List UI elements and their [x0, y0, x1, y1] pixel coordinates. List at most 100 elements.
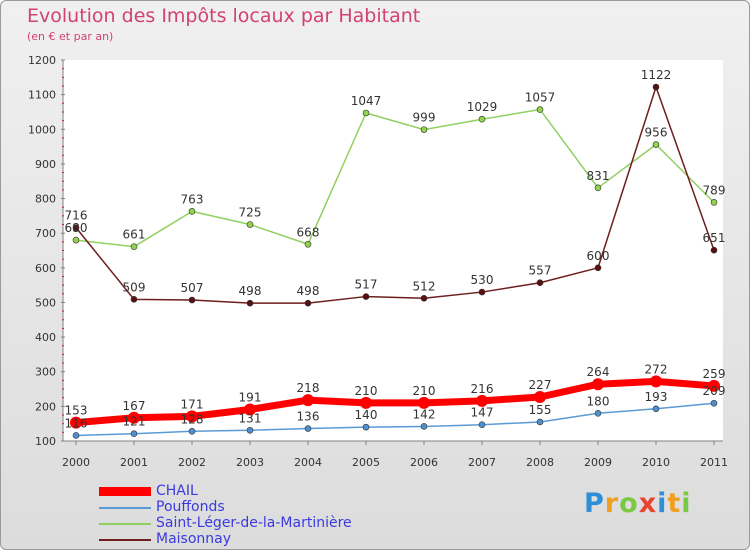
- legend-item: Pouffonds: [99, 500, 419, 516]
- x-tick-label: 2000: [62, 456, 90, 469]
- data-point: [304, 299, 312, 307]
- data-label: 147: [471, 406, 494, 420]
- data-point: [710, 399, 718, 407]
- data-point: [710, 246, 718, 254]
- data-label: 216: [471, 382, 494, 396]
- data-label: 668: [297, 225, 320, 239]
- logo-letter: o: [619, 488, 639, 519]
- data-label: 227: [529, 378, 552, 392]
- x-tick-label: 2011: [700, 456, 728, 469]
- x-tick-label: 2003: [236, 456, 264, 469]
- data-point: [188, 208, 196, 215]
- x-tick-label: 2006: [410, 456, 438, 469]
- plot-area: [63, 60, 723, 441]
- legend-swatch: [99, 539, 151, 541]
- data-label: 763: [181, 192, 204, 206]
- data-point: [476, 394, 488, 407]
- series-line-maisonnay: [75, 86, 715, 304]
- data-point: [420, 294, 428, 302]
- data-label: 218: [297, 381, 320, 395]
- data-point: [246, 299, 254, 307]
- x-tick-label: 2004: [294, 456, 322, 469]
- data-point: [244, 403, 256, 416]
- data-label: 142: [413, 407, 436, 421]
- data-label: 1029: [467, 100, 498, 114]
- data-label: 956: [645, 126, 668, 140]
- data-point: [536, 418, 544, 426]
- data-point: [362, 423, 370, 431]
- legend-swatch: [99, 487, 151, 496]
- data-label: 498: [297, 284, 320, 298]
- y-tick-label: 400: [35, 331, 56, 344]
- y-tick-label: 900: [35, 158, 56, 171]
- y-tick-label: 600: [35, 262, 56, 275]
- data-point: [652, 141, 660, 148]
- logo-letter: i: [657, 488, 668, 519]
- data-label: 171: [181, 397, 204, 411]
- y-tick-label: 200: [35, 400, 56, 413]
- data-label: 600: [587, 249, 610, 263]
- y-tick-label: 100: [35, 435, 56, 448]
- logo-letter: P: [584, 488, 605, 519]
- logo-letter: r: [604, 488, 620, 519]
- data-point: [594, 264, 602, 272]
- y-tick-label: 800: [35, 193, 56, 206]
- legend-item: Maisonnay: [99, 532, 419, 548]
- data-label: 1122: [641, 68, 672, 82]
- data-label: 498: [239, 284, 262, 298]
- data-label: 530: [471, 273, 494, 287]
- legend-label: CHAIL: [156, 483, 198, 499]
- data-label: 272: [645, 362, 668, 376]
- data-point: [594, 184, 602, 192]
- data-point: [188, 428, 196, 435]
- data-label: 121: [123, 415, 146, 429]
- data-point: [304, 240, 312, 248]
- data-label: 1047: [351, 94, 382, 108]
- data-point: [592, 378, 604, 391]
- legend-item: Saint-Léger-de-la-Martinière: [99, 516, 419, 532]
- data-label: 136: [297, 410, 320, 424]
- data-label: 1057: [525, 91, 556, 105]
- data-point: [478, 115, 486, 123]
- data-label: 557: [529, 264, 552, 278]
- data-point: [304, 425, 312, 432]
- y-tick-label: 300: [35, 366, 56, 379]
- data-label: 264: [587, 365, 610, 379]
- legend-swatch: [99, 507, 151, 509]
- data-label: 716: [65, 209, 88, 223]
- data-label: 155: [529, 403, 552, 417]
- data-label: 517: [355, 278, 378, 292]
- data-label: 193: [645, 390, 668, 404]
- data-point: [246, 426, 254, 434]
- y-tick-label: 1100: [28, 89, 56, 102]
- data-label: 116: [65, 416, 88, 430]
- y-tick-label: 1000: [28, 123, 56, 136]
- data-label: 507: [181, 281, 204, 295]
- data-point: [302, 394, 314, 407]
- data-point: [478, 421, 486, 429]
- legend-item: CHAIL: [99, 484, 419, 500]
- data-point: [420, 423, 428, 430]
- data-point: [186, 410, 198, 423]
- x-tick-label: 2002: [178, 456, 206, 469]
- series-line-chail: [72, 377, 718, 427]
- data-label: 680: [65, 221, 88, 235]
- data-point: [130, 430, 138, 438]
- data-point: [478, 288, 486, 296]
- data-label: 128: [181, 412, 204, 426]
- logo-letter: t: [667, 488, 682, 519]
- data-point: [536, 279, 544, 287]
- data-point: [72, 224, 80, 231]
- data-point: [130, 243, 138, 250]
- data-label: 831: [587, 169, 610, 183]
- data-label: 789: [703, 183, 726, 197]
- data-point: [708, 379, 720, 392]
- data-label: 140: [355, 408, 378, 422]
- data-point: [534, 391, 546, 404]
- data-label: 209: [703, 384, 726, 398]
- chart-subtitle: (en € et par an): [27, 30, 114, 43]
- legend-label: Saint-Léger-de-la-Martinière: [156, 515, 352, 531]
- data-point: [536, 106, 544, 113]
- data-point: [72, 432, 80, 439]
